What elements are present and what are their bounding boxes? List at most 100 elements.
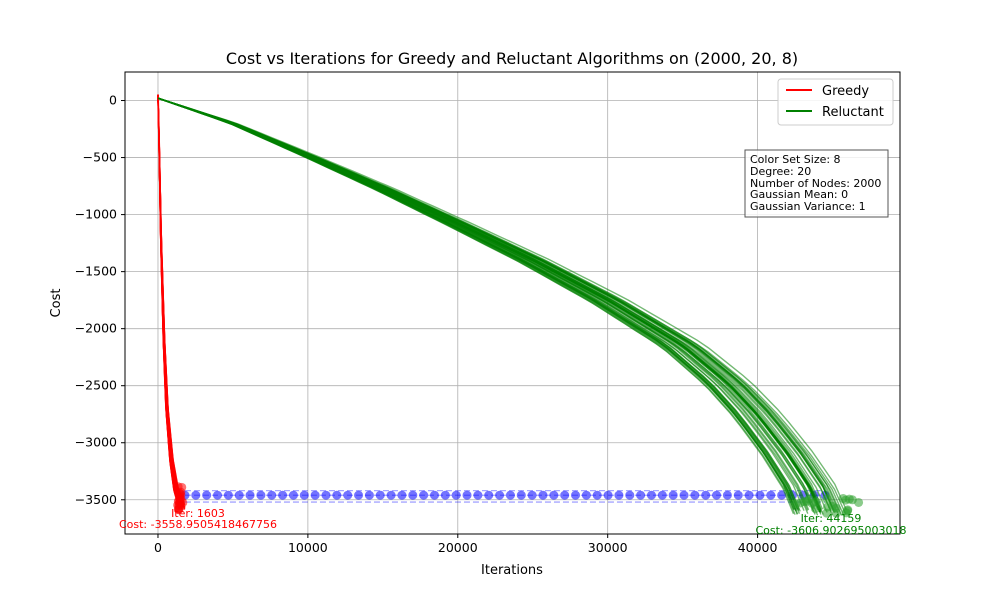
- blue-marker: [451, 490, 461, 500]
- blue-marker: [364, 490, 374, 500]
- blue-marker: [701, 490, 711, 500]
- blue-marker: [288, 490, 298, 500]
- reluctant-endpoint-marker: [843, 506, 853, 516]
- legend-greedy-label: Greedy: [822, 84, 869, 99]
- reluctant-curve: [157, 97, 847, 510]
- blue-marker: [310, 490, 320, 500]
- blue-marker: [440, 490, 450, 500]
- blue-marker: [549, 490, 559, 500]
- y-tick-label: −2000: [75, 321, 117, 336]
- blue-marker: [527, 490, 537, 500]
- blue-marker: [462, 490, 472, 500]
- x-tick-label: 30000: [588, 540, 628, 555]
- blue-marker: [484, 490, 494, 500]
- y-tick-label: −1500: [75, 264, 117, 279]
- y-tick-label: −500: [83, 150, 117, 165]
- blue-marker: [690, 490, 700, 500]
- x-tick-label: 0: [154, 540, 162, 555]
- y-tick-label: −2500: [75, 378, 117, 393]
- blue-marker: [777, 490, 787, 500]
- blue-marker: [473, 490, 483, 500]
- info-box-frame: [744, 149, 889, 218]
- x-tick-label: 20000: [438, 540, 478, 555]
- blue-marker: [245, 490, 255, 500]
- plot-frame: [124, 71, 901, 535]
- blue-marker: [560, 490, 570, 500]
- x-tick-label: 10000: [288, 540, 328, 555]
- blue-marker: [614, 490, 624, 500]
- info-gaussian-variance: Gaussian Variance: 1: [750, 200, 866, 213]
- blue-marker: [429, 490, 439, 500]
- blue-marker: [419, 490, 429, 500]
- blue-marker: [343, 490, 353, 500]
- blue-marker: [223, 490, 233, 500]
- tick-layer: 0 10000 20000 30000 40000 0 −500 −1000 −1500 −200…: [75, 93, 778, 555]
- reluctant-curve: [157, 97, 798, 515]
- blue-marker: [256, 490, 266, 500]
- blue-marker: [679, 490, 689, 500]
- blue-marker: [321, 490, 331, 500]
- blue-marker: [712, 490, 722, 500]
- data-layer: [157, 94, 864, 518]
- greedy-endpoint-marker: [176, 487, 186, 497]
- blue-marker: [408, 490, 418, 500]
- reluctant-curve: [157, 97, 847, 515]
- y-tick-label: −3000: [75, 435, 117, 450]
- blue-marker: [516, 490, 526, 500]
- info-gaussian-mean: Gaussian Mean: 0: [750, 188, 848, 201]
- blue-marker: [592, 490, 602, 500]
- info-number-of-nodes: Number of Nodes: 2000: [750, 177, 881, 190]
- reluctant-endpoint-marker: [822, 502, 832, 512]
- blue-marker: [397, 490, 407, 500]
- blue-marker: [733, 490, 743, 500]
- blue-marker: [213, 490, 223, 500]
- blue-marker: [278, 490, 288, 500]
- y-tick-label: 0: [109, 93, 117, 108]
- blue-marker: [202, 490, 212, 500]
- blue-marker: [495, 490, 505, 500]
- legend: Greedy Reluctant: [777, 78, 894, 126]
- reluctant-endpoint-marker: [844, 494, 854, 504]
- info-color-set-size: Color Set Size: 8: [750, 153, 841, 166]
- blue-marker: [354, 490, 364, 500]
- blue-marker: [505, 490, 515, 500]
- blue-marker: [538, 490, 548, 500]
- y-axis-label: Cost: [49, 289, 64, 318]
- blue-marker: [375, 490, 385, 500]
- info-box: Color Set Size: 8 Degree: 20 Number of N…: [744, 149, 889, 218]
- blue-marker: [722, 490, 732, 500]
- blue-marker: [299, 490, 309, 500]
- greedy-cost-annotation: Cost: -3558.9505418467756: [119, 518, 277, 531]
- blue-marker: [625, 490, 635, 500]
- blue-marker: [755, 490, 765, 500]
- greedy-endpoint-marker: [174, 501, 184, 511]
- reluctant-cost-annotation: Cost: -3606.902695003018: [755, 524, 906, 537]
- blue-marker: [581, 490, 591, 500]
- info-degree: Degree: 20: [750, 165, 811, 178]
- reluctant-endpoint-marker: [791, 499, 801, 509]
- blue-marker: [603, 490, 613, 500]
- reluctant-endpoint-marker: [822, 494, 832, 504]
- x-axis-label: Iterations: [481, 563, 543, 578]
- reluctant-endpoint-marker: [799, 497, 809, 507]
- y-tick-label: −3500: [75, 492, 117, 507]
- y-tick-label: −1000: [75, 207, 117, 222]
- blue-marker: [332, 490, 342, 500]
- blue-marker: [657, 490, 667, 500]
- reluctant-iter-annotation: Iter: 44159: [801, 512, 862, 525]
- blue-marker: [636, 490, 646, 500]
- chart-title: Cost vs Iterations for Greedy and Reluct…: [226, 49, 798, 68]
- blue-marker: [267, 490, 277, 500]
- blue-marker: [571, 490, 581, 500]
- blue-marker: [668, 490, 678, 500]
- blue-marker: [646, 490, 656, 500]
- reluctant-line: [157, 97, 821, 513]
- blue-marker: [191, 490, 201, 500]
- greedy-iter-annotation: Iter: 1603: [171, 507, 225, 520]
- reluctant-endpoint-marker: [831, 503, 841, 513]
- blue-marker: [766, 490, 776, 500]
- x-tick-label: 40000: [738, 540, 778, 555]
- blue-marker: [234, 490, 244, 500]
- blue-marker: [386, 490, 396, 500]
